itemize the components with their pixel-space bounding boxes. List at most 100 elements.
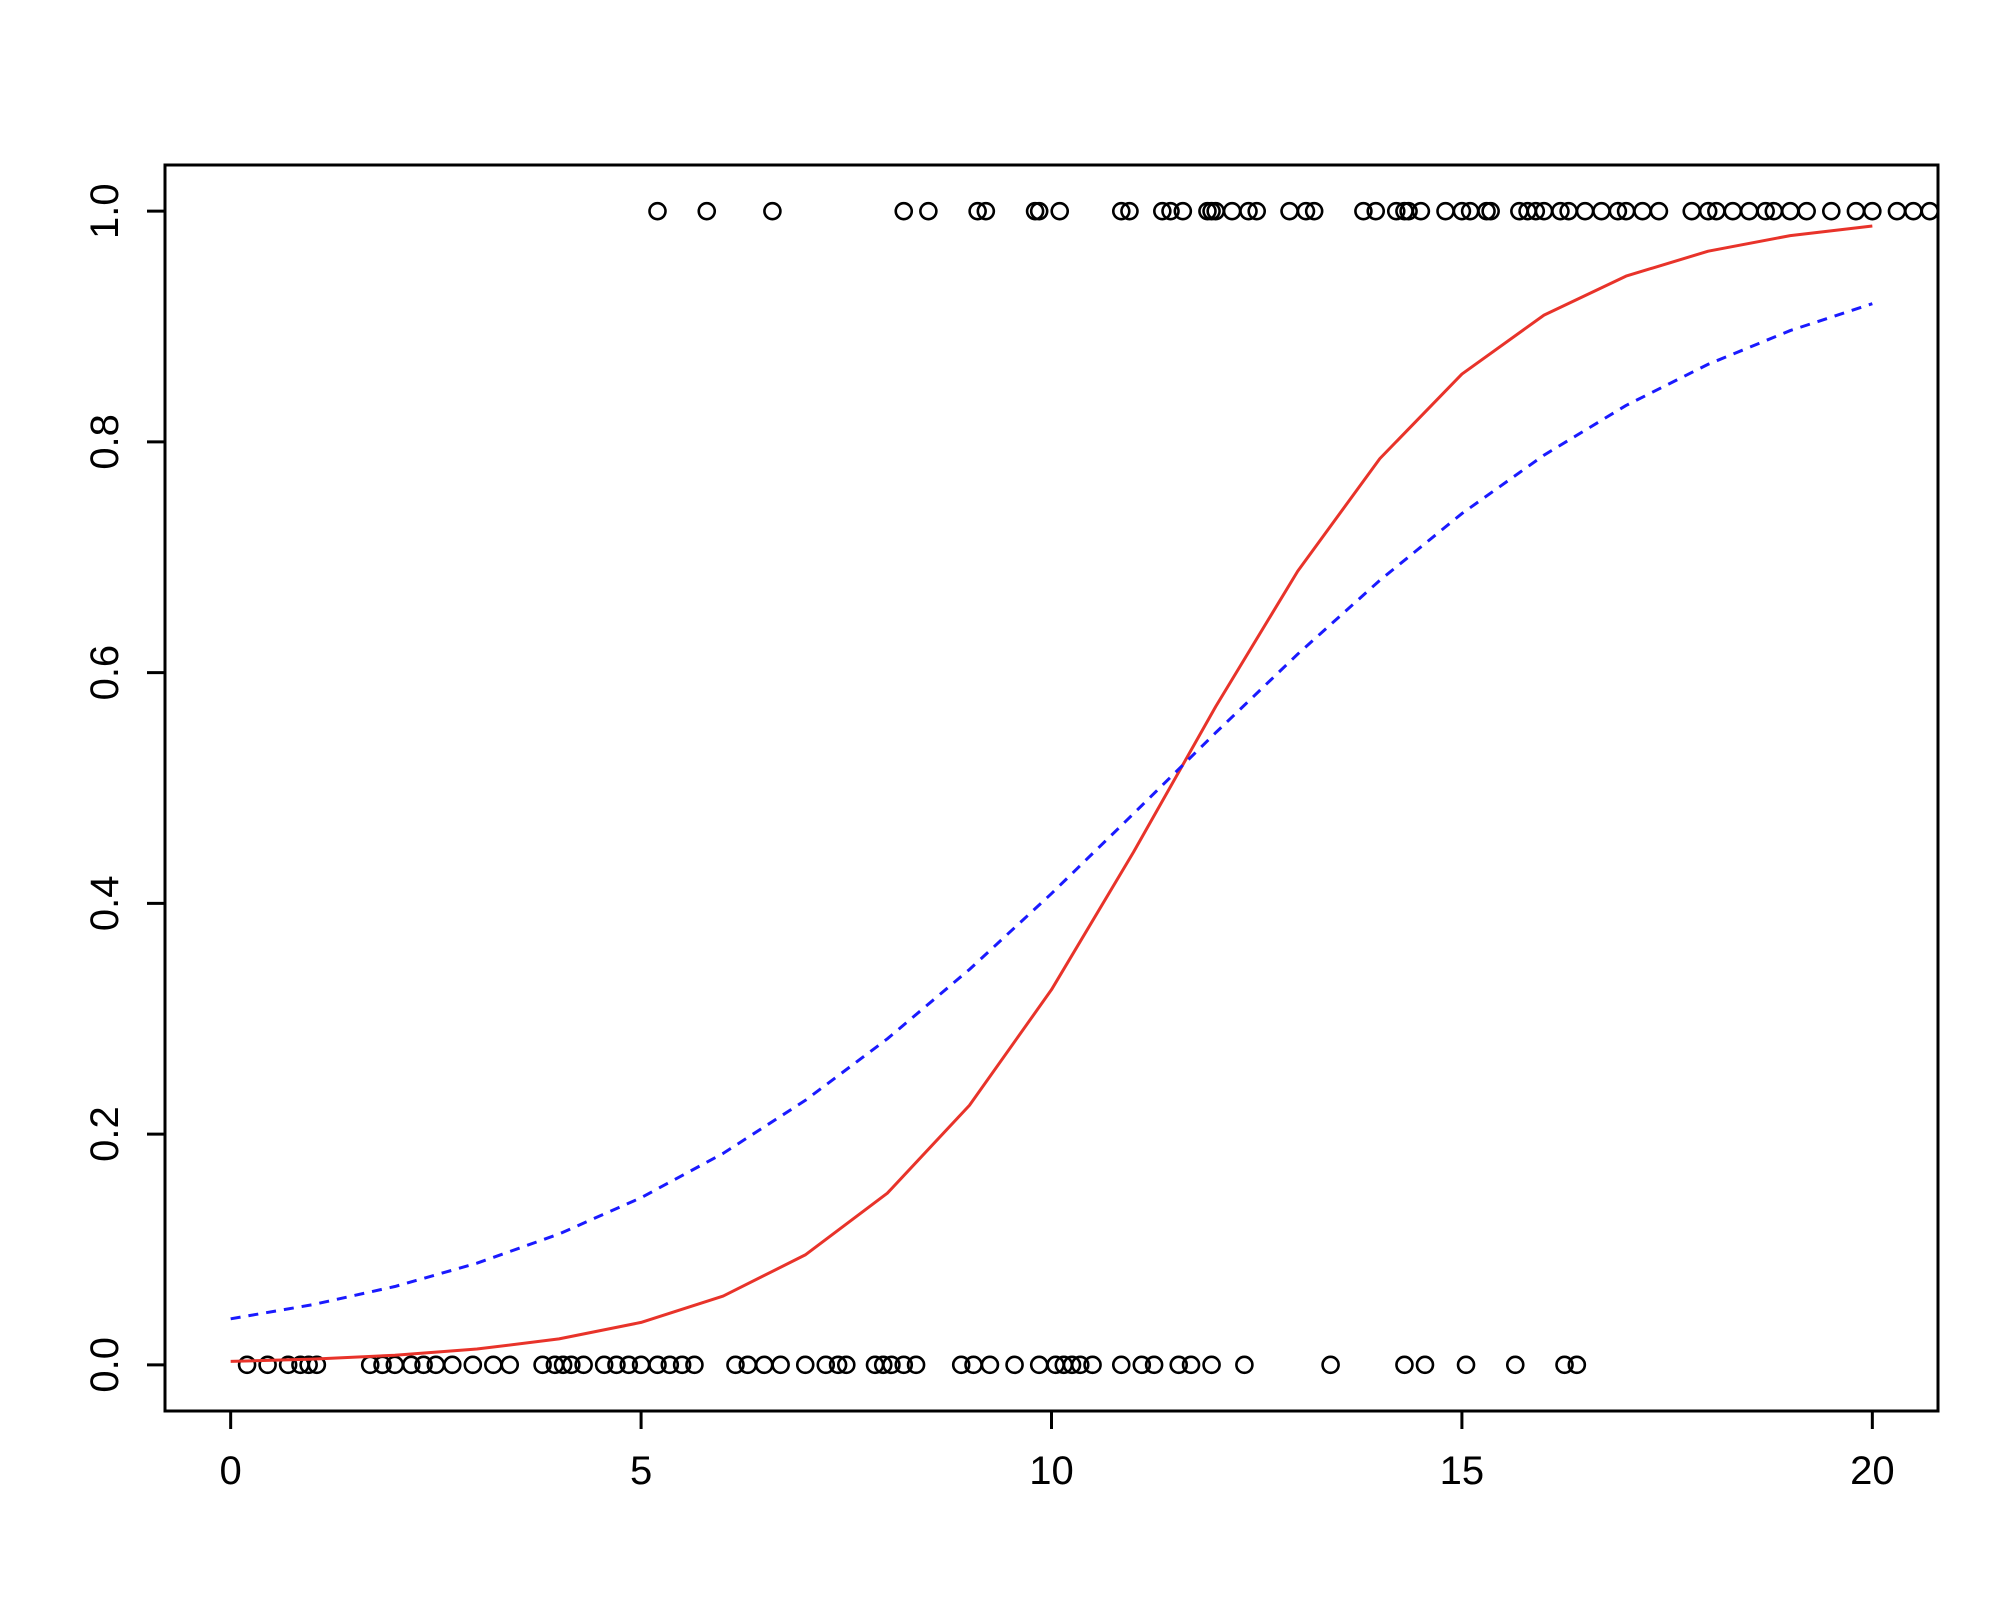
data-point [1920, 201, 1940, 221]
y-tick-label: 0.0 [83, 1337, 127, 1393]
data-point [882, 1355, 901, 1375]
data-point [1436, 201, 1455, 221]
data-point [1173, 201, 1193, 221]
data-point [1846, 201, 1866, 221]
data-point [1070, 1355, 1090, 1375]
data-point [1904, 201, 1923, 221]
data-point [607, 1355, 626, 1375]
data-point [553, 1355, 573, 1375]
data-point [968, 201, 987, 221]
y-tick-label: 0.4 [83, 876, 127, 932]
data-point [873, 1355, 893, 1375]
data-point [1144, 1355, 1164, 1375]
data-point [976, 201, 996, 221]
data-point [726, 1355, 745, 1375]
fit-curve [230, 224, 1873, 1363]
data-point [1481, 201, 1500, 221]
data-point [1239, 201, 1258, 221]
data-point [648, 201, 667, 221]
data-point [771, 1355, 790, 1375]
data-point [836, 1355, 856, 1375]
data-point [1739, 201, 1759, 221]
data-point [1551, 201, 1570, 221]
data-point [1062, 1355, 1082, 1375]
data-point [562, 1355, 581, 1375]
data-point [685, 1355, 704, 1375]
data-point [894, 201, 914, 221]
data-point [1366, 201, 1386, 221]
data-point [1567, 1355, 1587, 1375]
data-point [1386, 201, 1406, 221]
data-point [1682, 201, 1702, 221]
data-point [1698, 201, 1718, 221]
x-tick-label: 5 [630, 1449, 652, 1493]
data-point [816, 1355, 836, 1375]
data-point [619, 1355, 639, 1375]
data-point [1296, 201, 1316, 221]
data-point [442, 1355, 462, 1375]
data-point [1111, 1355, 1131, 1375]
data-point [660, 1355, 680, 1375]
data-point [278, 1355, 298, 1375]
data-point [1395, 1355, 1414, 1375]
data-point [414, 1355, 433, 1375]
data-point [463, 1355, 483, 1375]
data-point [1526, 201, 1546, 221]
data-point [1161, 201, 1180, 221]
data-point [906, 1355, 926, 1375]
data-point [795, 1355, 815, 1375]
data-point [1202, 1355, 1221, 1375]
data-point [1132, 1355, 1152, 1375]
data-point [951, 1355, 971, 1375]
data-point [1756, 201, 1775, 221]
data-point [500, 1355, 520, 1375]
data-point [299, 1355, 318, 1375]
data-point [1111, 201, 1131, 221]
data-point [1608, 201, 1628, 221]
data-point [1029, 201, 1049, 221]
x-tick-label: 0 [220, 1449, 242, 1493]
data-point [258, 1355, 277, 1375]
data-point [1050, 201, 1070, 221]
data-point [1153, 201, 1172, 221]
data-point [1863, 201, 1882, 221]
data-point [1181, 1355, 1201, 1375]
data-point [1452, 201, 1472, 221]
data-point [828, 1355, 848, 1375]
data-point [1247, 201, 1267, 221]
data-point [754, 1355, 774, 1375]
data-point [1411, 201, 1431, 221]
data-point [401, 1355, 421, 1375]
data-point [1505, 1355, 1525, 1375]
data-point [1120, 201, 1139, 221]
data-point [1354, 201, 1373, 221]
data-point [1780, 201, 1800, 221]
y-tick-label: 1.0 [83, 183, 127, 239]
data-point [1555, 1355, 1574, 1375]
data-point [1456, 1355, 1476, 1375]
data-point [1029, 1355, 1049, 1375]
data-point [1005, 1355, 1024, 1375]
x-tick-label: 15 [1440, 1449, 1485, 1493]
data-point [1723, 201, 1743, 221]
data-point [533, 1355, 552, 1375]
data-point [919, 201, 938, 221]
y-tick-label: 0.2 [83, 1106, 127, 1162]
data-point [1222, 201, 1242, 221]
plot-frame [163, 163, 1940, 1413]
data-point [1649, 201, 1669, 221]
y-tick-label: 0.6 [83, 645, 127, 701]
x-tick-label: 10 [1029, 1449, 1074, 1493]
x-tick-label: 20 [1850, 1449, 1895, 1493]
data-point [574, 1355, 593, 1375]
data-point [1280, 201, 1299, 221]
data-point [1887, 201, 1907, 221]
data-point [1633, 201, 1652, 221]
data-point [1304, 201, 1324, 221]
data-point [763, 201, 782, 221]
fit-curve [230, 302, 1873, 1321]
data-point [1399, 201, 1418, 221]
data-point [980, 1355, 1000, 1375]
data-point [894, 1355, 914, 1375]
